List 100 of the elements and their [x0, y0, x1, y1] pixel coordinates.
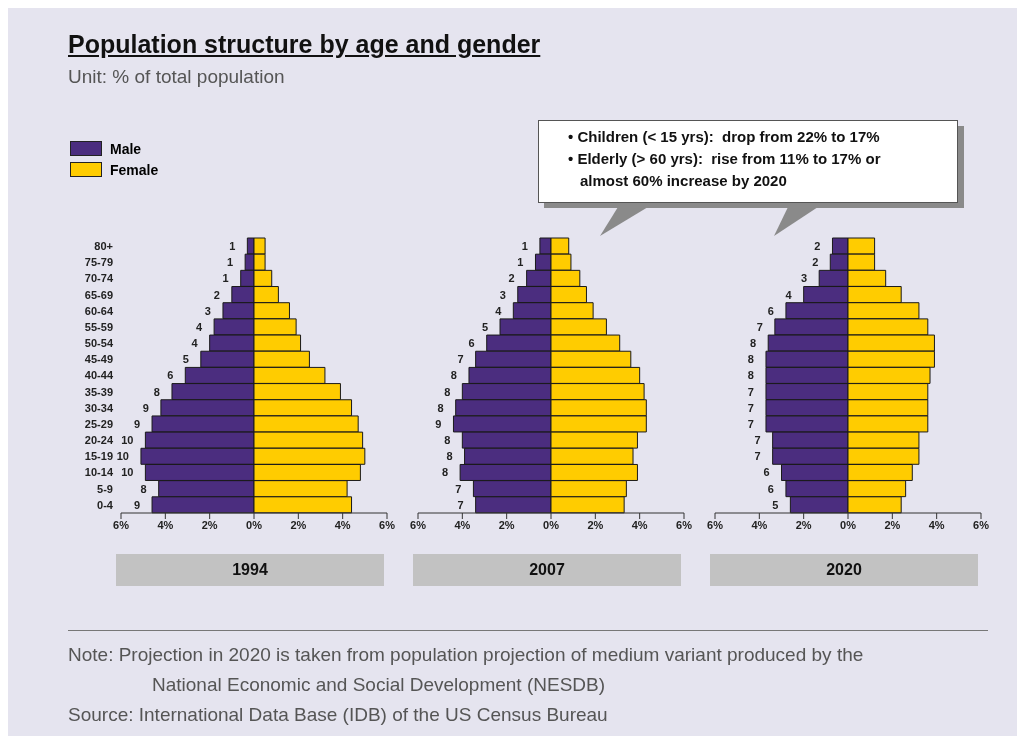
annotation: 5	[182, 353, 189, 366]
legend-label: Female	[110, 161, 159, 178]
annotation: 6	[767, 482, 774, 495]
annotation: 3	[204, 304, 211, 317]
x-tick-label: 2%	[587, 518, 604, 531]
x-tick-label: 2%	[884, 518, 901, 531]
y-tick-label: 10-14	[84, 466, 114, 479]
annotation: 10	[116, 450, 129, 463]
annotation: 8	[446, 450, 453, 463]
annotation: 2	[213, 288, 220, 301]
annotation: 3	[499, 288, 506, 301]
annotation: 8	[750, 337, 757, 350]
x-axis-title: 2007	[413, 554, 681, 586]
annotation: 7	[754, 434, 761, 447]
y-tick-label: 70-74	[84, 272, 114, 285]
annotation: 8	[441, 466, 449, 479]
annotation: 2	[814, 239, 821, 252]
y-tick-label: 0-4	[97, 498, 114, 511]
annotation: 4	[191, 337, 199, 350]
annotation: 8	[437, 401, 444, 414]
annotation: 1	[227, 256, 234, 269]
annotation: 9	[435, 417, 442, 430]
x-tick-label: 6%	[973, 518, 990, 531]
annotation: 2	[812, 256, 819, 269]
annotation: 8	[444, 385, 451, 398]
annotation: 7	[756, 320, 763, 333]
y-tick-label: 45-49	[84, 353, 113, 366]
annotation: 8	[444, 434, 451, 447]
x-tick-label: 0%	[246, 518, 263, 531]
annotation: 7	[457, 353, 464, 366]
x-tick-label: 4%	[157, 518, 174, 531]
annotation: 4	[495, 304, 503, 317]
chart-title: Population structure by age and gender	[68, 30, 541, 59]
annotation: 8	[747, 353, 754, 366]
annotation: 7	[747, 401, 754, 414]
y-tick-label: 30-34	[84, 401, 114, 414]
annotation: 7	[747, 385, 754, 398]
annotation: 8	[153, 385, 160, 398]
annotation: 5	[772, 498, 779, 511]
annotation: 7	[747, 417, 754, 430]
y-tick-label: 20-24	[84, 434, 114, 447]
x-tick-label: 4%	[751, 518, 768, 531]
legend-label: Male	[110, 140, 142, 157]
y-tick-label: 40-44	[84, 369, 114, 382]
annotation: 1	[229, 239, 236, 252]
annotation: 1	[222, 272, 229, 285]
annotation: 1	[517, 256, 524, 269]
x-tick-label: 6%	[113, 518, 130, 531]
x-tick-label: 4%	[334, 518, 351, 531]
annotation: 5	[481, 320, 489, 333]
annotation: 4	[785, 288, 793, 301]
annotation: 9	[133, 498, 141, 511]
x-axis-title: 1994	[116, 554, 384, 586]
annotation: 6	[763, 466, 770, 479]
annotation: 1	[521, 239, 528, 252]
y-tick-label: 35-39	[84, 385, 113, 398]
x-tick-label: 2%	[290, 518, 307, 531]
x-tick-label: 6%	[410, 518, 427, 531]
annotation: 2	[508, 272, 515, 285]
annotation: 9	[142, 401, 149, 414]
x-tick-label: 6%	[676, 518, 693, 531]
x-tick-label: 4%	[454, 518, 471, 531]
annotation: 8	[140, 482, 147, 495]
text: Note: Projection in 2020 is taken from population projection of medium variant produced by the National Economic and Social Development (NESDB)	[68, 643, 865, 697]
y-tick-label: 80+	[94, 239, 113, 252]
y-tick-label: 65-69	[84, 288, 113, 301]
y-tick-label: 15-19	[84, 450, 113, 463]
annotation: 6	[167, 369, 174, 382]
x-tick-label: 6%	[707, 518, 724, 531]
x-axis-title: 2020	[710, 554, 978, 586]
y-tick-label: 25-29	[84, 417, 113, 430]
annotation: 8	[450, 369, 457, 382]
annotation: 6	[468, 337, 475, 350]
text: • Elderly (> 60 yrs): rise from 11% to 17% or almost 60% increase by 2020	[568, 149, 882, 191]
annotation: 10	[121, 434, 134, 447]
source-note: Source: International Data Base (IDB) of the US Census Bureau	[68, 703, 609, 727]
y-tick-label: 50-54	[84, 337, 114, 350]
annotation: 7	[457, 498, 464, 511]
annotation: 9	[133, 417, 141, 430]
x-tick-label: 4%	[631, 518, 648, 531]
x-tick-label: 2%	[498, 518, 515, 531]
annotation: 8	[747, 369, 754, 382]
annotation: 3	[801, 272, 808, 285]
y-tick-label: 5-9	[97, 482, 113, 495]
annotation: 10	[121, 466, 134, 479]
x-tick-label: 4%	[928, 518, 945, 531]
annotation: 7	[754, 450, 761, 463]
y-tick-label: 75-79	[84, 256, 113, 269]
text: • Children (< 15 yrs): drop from 22% to 17%	[568, 127, 881, 147]
y-tick-label: 55-59	[84, 320, 113, 333]
chart-subtitle: Unit: % of total population	[68, 66, 285, 88]
annotation: 6	[767, 304, 774, 317]
annotation: 7	[455, 482, 462, 495]
y-tick-label: 60-64	[84, 304, 114, 317]
x-tick-label: 2%	[795, 518, 812, 531]
annotation: 4	[195, 320, 203, 333]
x-tick-label: 0%	[840, 518, 857, 531]
x-tick-label: 0%	[543, 518, 560, 531]
x-tick-label: 2%	[201, 518, 218, 531]
x-tick-label: 6%	[379, 518, 396, 531]
